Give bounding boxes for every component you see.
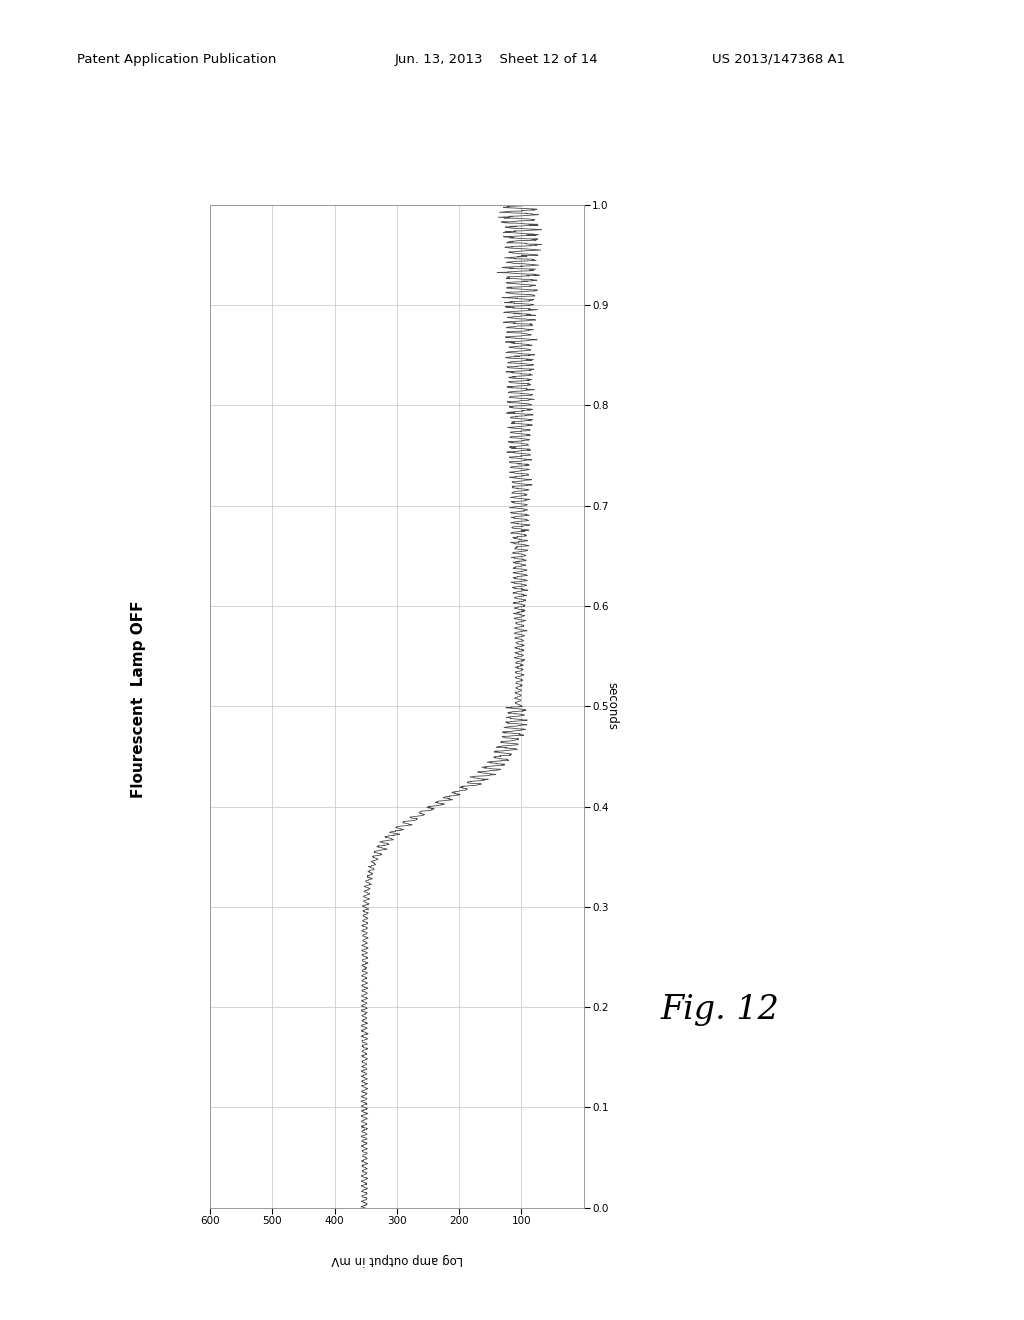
Text: US 2013/147368 A1: US 2013/147368 A1 [712,53,845,66]
Text: Flourescent  Lamp OFF: Flourescent Lamp OFF [131,601,145,799]
Text: Patent Application Publication: Patent Application Publication [77,53,276,66]
Text: Jun. 13, 2013    Sheet 12 of 14: Jun. 13, 2013 Sheet 12 of 14 [394,53,598,66]
Text: Log amp output in mV: Log amp output in mV [331,1253,463,1266]
Text: seconds: seconds [605,682,618,730]
Text: Fig. 12: Fig. 12 [660,994,779,1026]
